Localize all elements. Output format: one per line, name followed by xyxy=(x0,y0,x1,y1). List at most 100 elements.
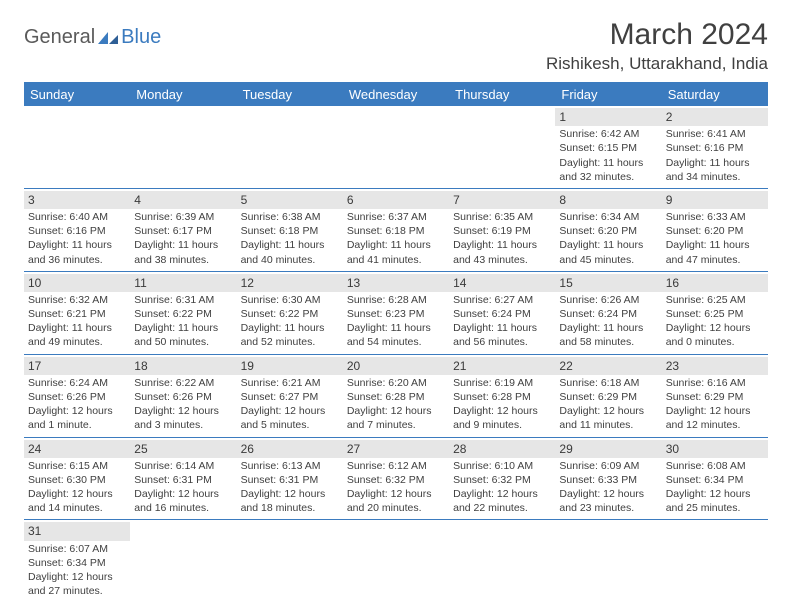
day-number: 10 xyxy=(24,274,130,292)
daylight-text: Daylight: 12 hours and 7 minutes. xyxy=(347,404,445,432)
daylight-text: Daylight: 11 hours and 47 minutes. xyxy=(666,238,764,266)
day-number: 26 xyxy=(237,440,343,458)
daylight-text: Daylight: 12 hours and 3 minutes. xyxy=(134,404,232,432)
sunset-text: Sunset: 6:17 PM xyxy=(134,224,232,238)
day-number: 27 xyxy=(343,440,449,458)
daylight-text: Daylight: 12 hours and 20 minutes. xyxy=(347,487,445,515)
daylight-text: Daylight: 12 hours and 14 minutes. xyxy=(28,487,126,515)
calendar-day-cell: 10Sunrise: 6:32 AMSunset: 6:21 PMDayligh… xyxy=(24,271,130,354)
calendar-week-row: 17Sunrise: 6:24 AMSunset: 6:26 PMDayligh… xyxy=(24,354,768,437)
sunset-text: Sunset: 6:18 PM xyxy=(347,224,445,238)
day-number: 4 xyxy=(130,191,236,209)
day-number: 11 xyxy=(130,274,236,292)
calendar-day-cell xyxy=(555,520,661,602)
weekday-header: Friday xyxy=(555,83,661,107)
daylight-text: Daylight: 12 hours and 27 minutes. xyxy=(28,570,126,598)
daylight-text: Daylight: 12 hours and 25 minutes. xyxy=(666,487,764,515)
daylight-text: Daylight: 11 hours and 54 minutes. xyxy=(347,321,445,349)
sunrise-text: Sunrise: 6:41 AM xyxy=(666,127,764,141)
sunset-text: Sunset: 6:24 PM xyxy=(559,307,657,321)
sunrise-text: Sunrise: 6:32 AM xyxy=(28,293,126,307)
calendar-day-cell xyxy=(343,520,449,602)
day-number: 15 xyxy=(555,274,661,292)
calendar-day-cell: 23Sunrise: 6:16 AMSunset: 6:29 PMDayligh… xyxy=(662,354,768,437)
sunrise-text: Sunrise: 6:08 AM xyxy=(666,459,764,473)
calendar-body: 1Sunrise: 6:42 AMSunset: 6:15 PMDaylight… xyxy=(24,106,768,602)
calendar-day-cell xyxy=(237,520,343,602)
day-number: 2 xyxy=(662,108,768,126)
calendar-day-cell xyxy=(130,520,236,602)
logo: General Blue xyxy=(24,18,161,49)
sunset-text: Sunset: 6:23 PM xyxy=(347,307,445,321)
sunset-text: Sunset: 6:15 PM xyxy=(559,141,657,155)
day-number: 13 xyxy=(343,274,449,292)
daylight-text: Daylight: 11 hours and 52 minutes. xyxy=(241,321,339,349)
calendar-day-cell: 21Sunrise: 6:19 AMSunset: 6:28 PMDayligh… xyxy=(449,354,555,437)
sunrise-text: Sunrise: 6:38 AM xyxy=(241,210,339,224)
calendar-day-cell: 13Sunrise: 6:28 AMSunset: 6:23 PMDayligh… xyxy=(343,271,449,354)
daylight-text: Daylight: 11 hours and 58 minutes. xyxy=(559,321,657,349)
sunset-text: Sunset: 6:18 PM xyxy=(241,224,339,238)
calendar-day-cell: 30Sunrise: 6:08 AMSunset: 6:34 PMDayligh… xyxy=(662,437,768,520)
sunrise-text: Sunrise: 6:13 AM xyxy=(241,459,339,473)
calendar-day-cell xyxy=(343,106,449,188)
sunset-text: Sunset: 6:29 PM xyxy=(666,390,764,404)
day-number: 23 xyxy=(662,357,768,375)
sunrise-text: Sunrise: 6:19 AM xyxy=(453,376,551,390)
calendar-day-cell xyxy=(662,520,768,602)
sunset-text: Sunset: 6:31 PM xyxy=(241,473,339,487)
daylight-text: Daylight: 11 hours and 38 minutes. xyxy=(134,238,232,266)
calendar-week-row: 24Sunrise: 6:15 AMSunset: 6:30 PMDayligh… xyxy=(24,437,768,520)
calendar-week-row: 31Sunrise: 6:07 AMSunset: 6:34 PMDayligh… xyxy=(24,520,768,602)
sunrise-text: Sunrise: 6:12 AM xyxy=(347,459,445,473)
daylight-text: Daylight: 11 hours and 32 minutes. xyxy=(559,156,657,184)
calendar-day-cell: 2Sunrise: 6:41 AMSunset: 6:16 PMDaylight… xyxy=(662,106,768,188)
day-number: 29 xyxy=(555,440,661,458)
sunset-text: Sunset: 6:34 PM xyxy=(28,556,126,570)
sunrise-text: Sunrise: 6:27 AM xyxy=(453,293,551,307)
sunrise-text: Sunrise: 6:10 AM xyxy=(453,459,551,473)
sail-icon xyxy=(97,31,119,45)
sunset-text: Sunset: 6:29 PM xyxy=(559,390,657,404)
logo-text-general: General xyxy=(24,26,95,49)
day-number: 31 xyxy=(24,522,130,540)
sunset-text: Sunset: 6:33 PM xyxy=(559,473,657,487)
day-number: 16 xyxy=(662,274,768,292)
day-number: 19 xyxy=(237,357,343,375)
sunset-text: Sunset: 6:27 PM xyxy=(241,390,339,404)
calendar-day-cell: 17Sunrise: 6:24 AMSunset: 6:26 PMDayligh… xyxy=(24,354,130,437)
sunrise-text: Sunrise: 6:24 AM xyxy=(28,376,126,390)
calendar-day-cell: 5Sunrise: 6:38 AMSunset: 6:18 PMDaylight… xyxy=(237,188,343,271)
sunset-text: Sunset: 6:28 PM xyxy=(453,390,551,404)
location-text: Rishikesh, Uttarakhand, India xyxy=(546,54,768,74)
day-number: 30 xyxy=(662,440,768,458)
sunrise-text: Sunrise: 6:35 AM xyxy=(453,210,551,224)
day-number: 6 xyxy=(343,191,449,209)
day-number: 18 xyxy=(130,357,236,375)
day-number: 9 xyxy=(662,191,768,209)
weekday-header: Thursday xyxy=(449,83,555,107)
calendar-day-cell: 11Sunrise: 6:31 AMSunset: 6:22 PMDayligh… xyxy=(130,271,236,354)
sunset-text: Sunset: 6:31 PM xyxy=(134,473,232,487)
day-number: 1 xyxy=(555,108,661,126)
calendar-day-cell: 7Sunrise: 6:35 AMSunset: 6:19 PMDaylight… xyxy=(449,188,555,271)
weekday-header: Monday xyxy=(130,83,236,107)
daylight-text: Daylight: 11 hours and 50 minutes. xyxy=(134,321,232,349)
day-number: 12 xyxy=(237,274,343,292)
daylight-text: Daylight: 12 hours and 12 minutes. xyxy=(666,404,764,432)
sunset-text: Sunset: 6:22 PM xyxy=(134,307,232,321)
calendar-day-cell: 31Sunrise: 6:07 AMSunset: 6:34 PMDayligh… xyxy=(24,520,130,602)
calendar-day-cell: 18Sunrise: 6:22 AMSunset: 6:26 PMDayligh… xyxy=(130,354,236,437)
calendar-day-cell: 20Sunrise: 6:20 AMSunset: 6:28 PMDayligh… xyxy=(343,354,449,437)
daylight-text: Daylight: 11 hours and 56 minutes. xyxy=(453,321,551,349)
daylight-text: Daylight: 12 hours and 9 minutes. xyxy=(453,404,551,432)
weekday-header: Tuesday xyxy=(237,83,343,107)
sunrise-text: Sunrise: 6:22 AM xyxy=(134,376,232,390)
calendar-day-cell: 22Sunrise: 6:18 AMSunset: 6:29 PMDayligh… xyxy=(555,354,661,437)
sunrise-text: Sunrise: 6:25 AM xyxy=(666,293,764,307)
day-number: 24 xyxy=(24,440,130,458)
daylight-text: Daylight: 11 hours and 34 minutes. xyxy=(666,156,764,184)
sunset-text: Sunset: 6:25 PM xyxy=(666,307,764,321)
calendar-day-cell: 16Sunrise: 6:25 AMSunset: 6:25 PMDayligh… xyxy=(662,271,768,354)
day-number: 3 xyxy=(24,191,130,209)
